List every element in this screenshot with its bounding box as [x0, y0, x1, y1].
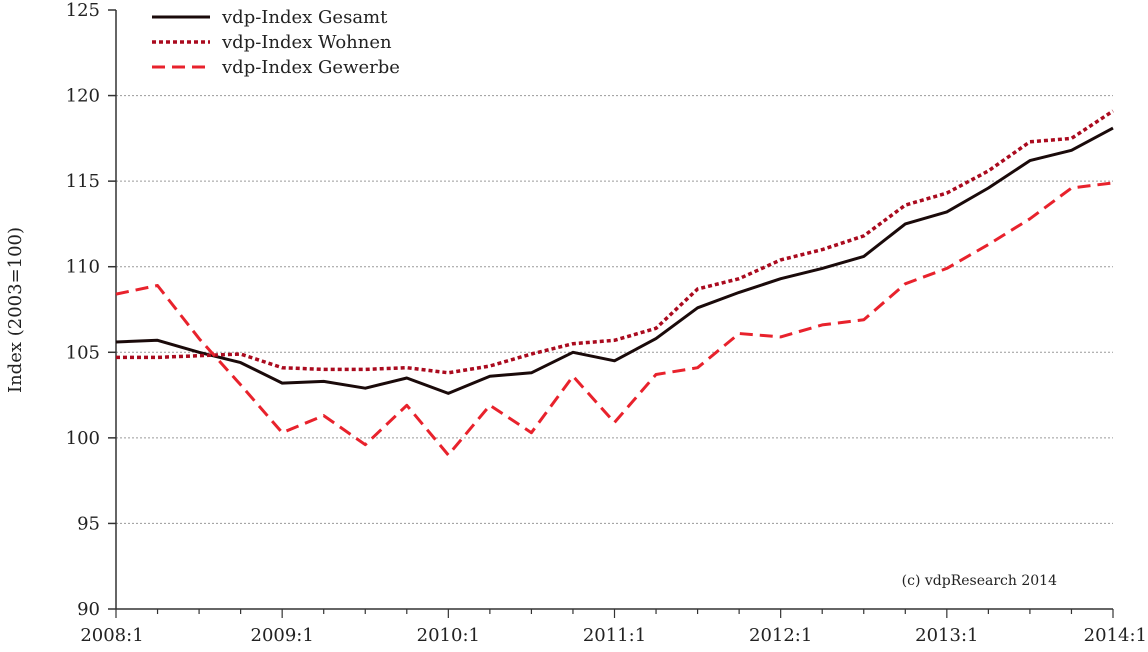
legend: vdp-Index Gesamt vdp-Index Wohnen vdp-Inde… — [152, 7, 400, 78]
y-tick-label: 115 — [66, 171, 100, 192]
series-line-3 — [115, 181, 1114, 457]
y-tick-label: 100 — [66, 428, 100, 449]
y-tick-label: 90 — [77, 599, 100, 620]
x-tick-label: 2010:1 — [417, 625, 480, 646]
y-tick-label: 105 — [66, 342, 100, 363]
series-lines — [115, 109, 1114, 457]
y-tick-label: 95 — [77, 513, 100, 534]
series-line-2 — [116, 109, 1114, 375]
series-line-1 — [115, 126, 1114, 395]
x-axis-ticks: 2008:1 2009:1 2010:1 2011:1 2012:1 2013:1 2014… — [80, 609, 1147, 646]
y-tick-label: 120 — [66, 86, 100, 107]
y-tick-label: 110 — [66, 257, 100, 278]
legend-label-1: vdp-Index Gesamt — [221, 7, 388, 28]
legend-label-3: vdp-Index Gewerbe — [221, 57, 400, 78]
y-axis-title: Index (2003=100) — [5, 227, 26, 393]
legend-label-2: vdp-Index Wohnen — [221, 32, 392, 53]
y-tick-label: 125 — [66, 0, 100, 21]
y-axis-ticks: 90 95 100 105 110 115 120 125 — [66, 0, 116, 620]
gridlines — [116, 95, 1113, 524]
x-tick-label: 2014:1 — [1084, 625, 1147, 646]
x-tick-label: 2012:1 — [749, 625, 812, 646]
axes — [115, 10, 1113, 610]
x-tick-label: 2011:1 — [583, 625, 646, 646]
x-tick-label: 2013:1 — [915, 625, 978, 646]
x-tick-label: 2008:1 — [80, 625, 143, 646]
credit-text: (c) vdpResearch 2014 — [902, 573, 1057, 589]
x-tick-label: 2009:1 — [251, 625, 314, 646]
